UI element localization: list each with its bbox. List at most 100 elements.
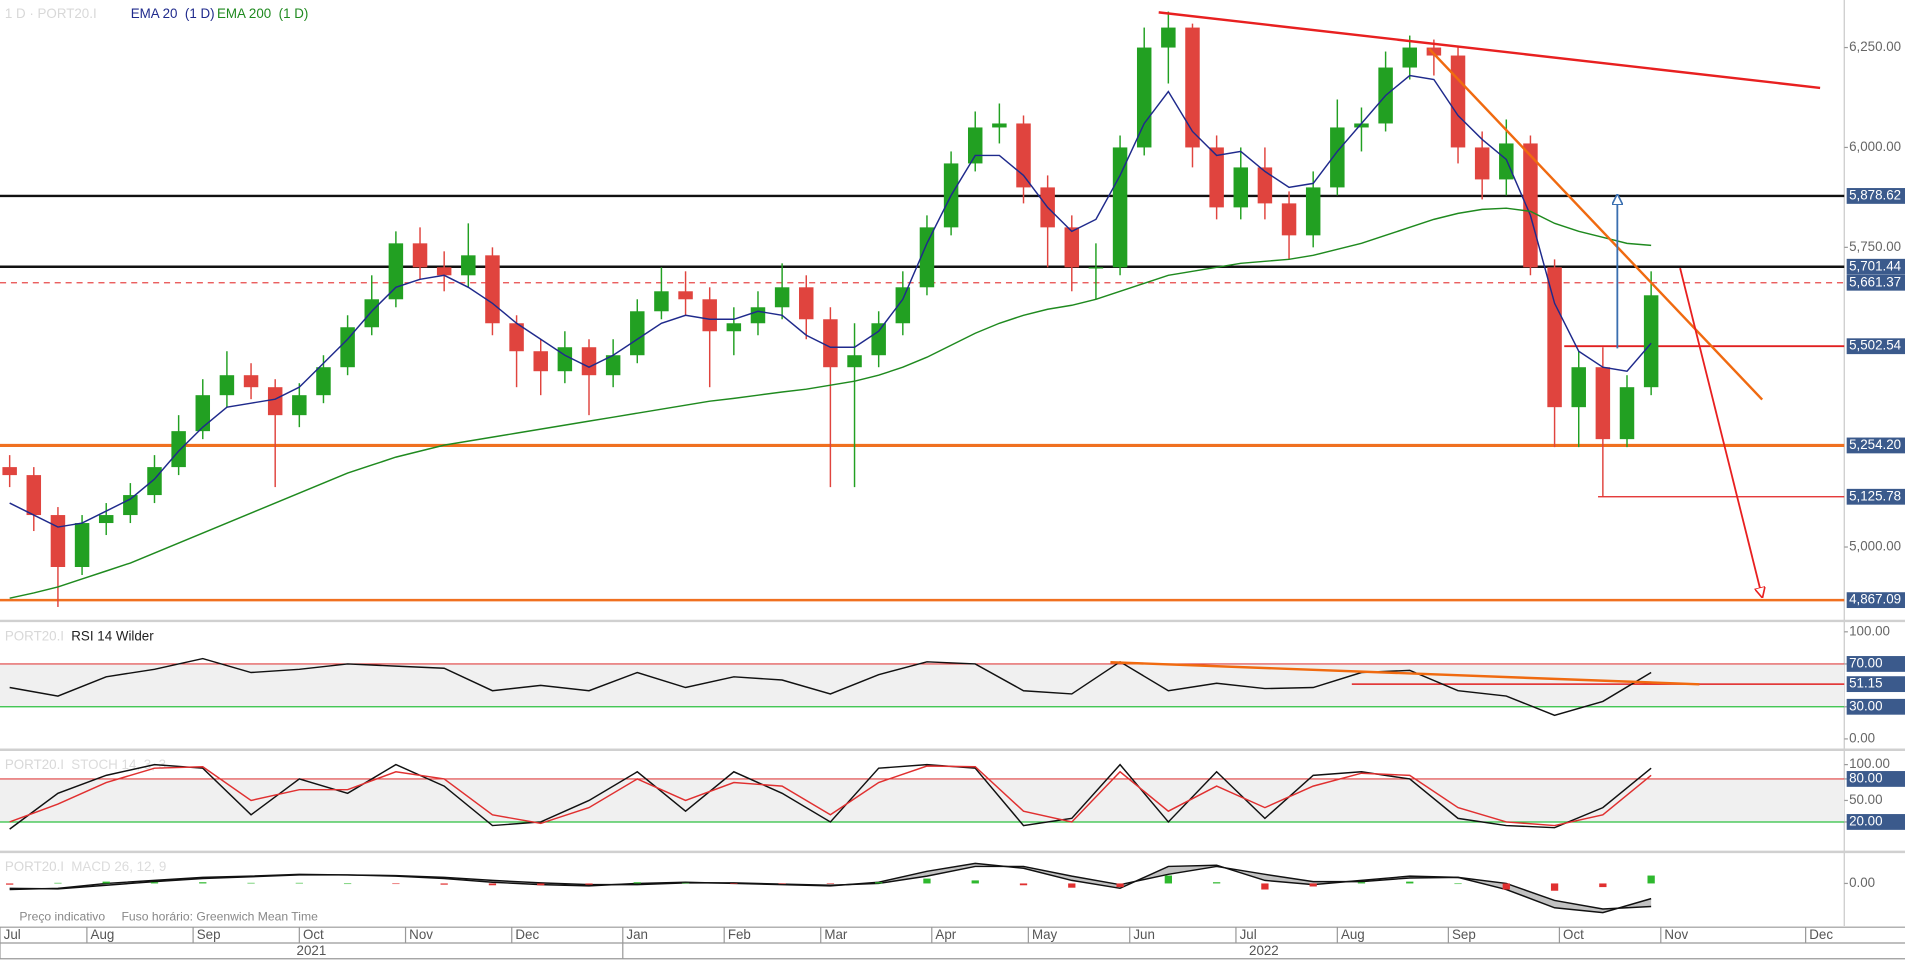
candle-body [1354,123,1369,128]
candle-body [557,347,573,372]
histogram-bar [6,883,14,885]
series-line [9,865,1652,910]
x-tick-label: Apr [935,927,956,942]
x-tick-label: Oct [303,927,324,942]
candle-body [871,323,886,356]
legend-entry: EMA 20 (1 D) [131,6,215,21]
candle-body [26,475,42,516]
candle-body [2,467,17,476]
histogram-bar [923,878,931,884]
candle-body [1088,267,1104,269]
candle-body [1136,47,1152,148]
histogram-bar [1164,875,1172,884]
y-tick-label: 20.00 [1849,813,1882,828]
histogram-bar [1309,883,1317,887]
y-tick-label: 30.00 [1849,698,1882,713]
level-label: 5,661.37 [1849,274,1901,289]
candle-body [147,467,162,496]
y-tick-label: 5,000.00 [1849,539,1901,554]
candle-body [654,291,669,312]
y-tick-label: 50.00 [1849,792,1882,807]
y-tick-label: 6,250.00 [1849,39,1901,54]
x-tick-label: Jun [1133,927,1155,942]
candle-body [750,307,766,324]
candle-body [267,387,283,416]
candle-body [1499,143,1514,180]
level-label-box [1846,592,1905,609]
candle-body [726,323,742,332]
candle-body [412,243,428,268]
candle-body [533,351,548,372]
candle-body [823,319,838,368]
histogram-bar [1019,883,1028,886]
candle-body [171,431,186,468]
candle-body [847,355,862,368]
histogram-bar [1599,883,1607,888]
year-label: 2021 [297,943,327,958]
series-line [9,74,1652,528]
candle-body [774,287,790,308]
pane-subtitle: RSI 14 Wilder [71,628,154,643]
level-label-box [1846,338,1905,355]
candle-body [195,395,211,432]
legend-entry: EMA 200 (1 D) [217,6,308,21]
histogram-bar [826,883,835,885]
trend-line [1679,267,1762,597]
y-tick-label: 100.00 [1849,623,1890,638]
year-label: 2022 [1249,943,1279,958]
histogram-bar [343,883,352,885]
candle-body [461,255,476,276]
histogram-bar [730,883,738,885]
candle-body [388,243,404,300]
histogram-bar [1357,882,1366,884]
candle-body [1112,147,1128,268]
histogram-bar [875,882,883,884]
candle-body [1547,267,1562,408]
candle-body [605,355,621,376]
candle-body [678,291,693,300]
candle-body [485,255,500,324]
histogram-bar [778,883,786,885]
series-line [9,765,1652,827]
candle-body [340,327,355,368]
series-line [9,207,1652,599]
y-tick-label: 0.00 [1849,730,1875,745]
x-tick-label: Nov [1664,927,1688,942]
x-tick-label: Aug [91,927,115,942]
candle-body [316,367,331,396]
level-label-box [1846,676,1905,693]
level-label: 5,125.78 [1849,488,1901,503]
pane-title: PORT20.I [5,859,64,874]
candle-body [919,227,935,288]
x-tick-label: Jul [4,927,21,942]
candle-body [292,395,307,416]
histogram-bar [54,882,62,884]
pane-subtitle: STOCH 14, 3, 3 [71,757,166,772]
trend-line [1158,11,1821,90]
candle-body [581,347,597,376]
candle-body [1016,123,1031,188]
candle-body [1185,27,1200,148]
histogram-bar [150,882,159,884]
candle-body [967,127,983,164]
level-label: 5,254.20 [1849,437,1901,452]
pane-title: 1 D · PORT20.I [5,6,97,21]
candle-body [1619,387,1635,440]
candle-body [1209,147,1224,208]
level-label-box [1846,258,1905,275]
candle-body [992,123,1007,128]
candle-body [1450,55,1466,148]
histogram-bar [1454,883,1462,885]
histogram-bar [537,883,545,886]
pane-subtitle: MACD 26, 12, 9 [71,859,166,874]
histogram-bar [971,880,979,884]
level-label: 5,878.62 [1849,187,1901,202]
histogram-bar [1261,883,1269,890]
x-tick-label: Dec [1809,927,1833,942]
level-label: 51.15 [1849,676,1882,691]
histogram-bar [102,881,110,884]
candle-body [1643,295,1659,388]
candle-body [123,495,138,516]
x-tick-label: Sep [197,927,221,942]
